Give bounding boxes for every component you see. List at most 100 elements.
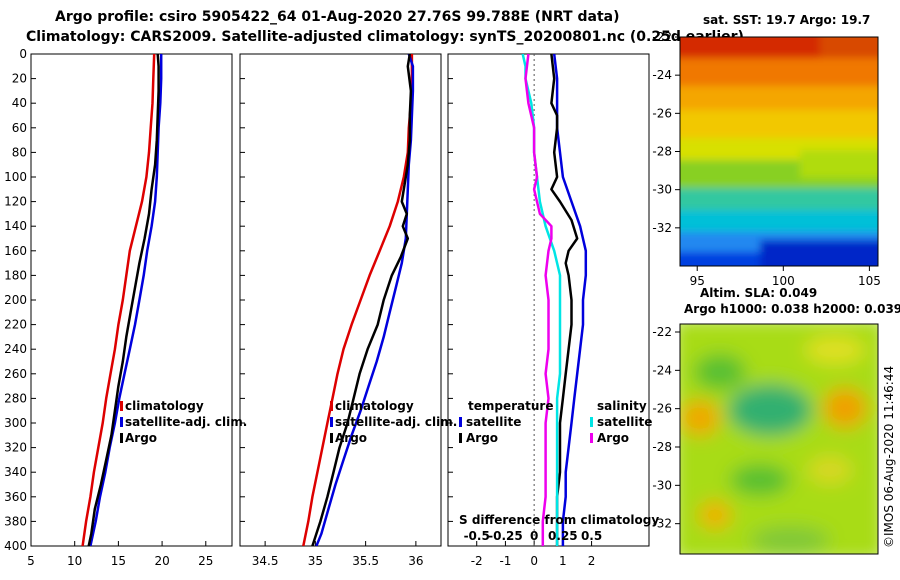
series-line-argo bbox=[87, 54, 160, 546]
map-y-tick-label: -30 bbox=[652, 183, 672, 197]
y-tick-label: 80 bbox=[12, 145, 27, 159]
map-y-tick-label: -28 bbox=[652, 145, 672, 159]
y-tick-label: 380 bbox=[4, 514, 27, 528]
x-tick-label: 0 bbox=[530, 554, 538, 568]
sla-map-axes: -22 -24 -26 -28 -30 -32 bbox=[652, 325, 680, 531]
map-y-tick-label: -26 bbox=[652, 106, 672, 120]
legend-label-temperature-satellite: satellite bbox=[466, 415, 521, 429]
map-y-tick-label: -24 bbox=[652, 68, 672, 82]
map-x-tick-label: 95 bbox=[690, 274, 705, 288]
legend-label-climatology: climatology bbox=[335, 399, 414, 413]
series-line-temperature-satellite bbox=[552, 54, 588, 546]
legend-label-temperature-argo: Argo bbox=[466, 431, 498, 445]
legend-swatch-climatology bbox=[330, 401, 333, 411]
legend-label-argo: Argo bbox=[125, 431, 157, 445]
temperature-panel-frame bbox=[30, 53, 233, 547]
y-tick-label: 160 bbox=[4, 244, 27, 258]
top-tick-label: 0.25 bbox=[548, 529, 578, 543]
legend-swatch-temperature-satellite bbox=[459, 417, 462, 427]
series-line-satellite bbox=[315, 54, 415, 546]
y-tick-label: 120 bbox=[4, 195, 27, 209]
y-tick-label: 320 bbox=[4, 441, 27, 455]
map-y-tick-label: -30 bbox=[652, 478, 672, 492]
x-tick-label: 35.5 bbox=[352, 554, 379, 568]
map-y-tick-label: -28 bbox=[652, 440, 672, 454]
series-line-climatology bbox=[302, 54, 414, 546]
temperature-plot: 0 20 40 60 80 100 120 140 160 180 200 220 240 260 280 3… bbox=[4, 47, 213, 568]
map-x-tick-label: 105 bbox=[858, 274, 881, 288]
sla-map-title-line2: Argo h1000: 0.038 h2000: 0.039 bbox=[684, 302, 900, 316]
series-line-salinity-satellite bbox=[521, 54, 562, 546]
y-tick-label: 40 bbox=[12, 96, 27, 110]
legend-label-climatology: climatology bbox=[125, 399, 204, 413]
map-y-tick-label: -22 bbox=[652, 325, 672, 339]
y-tick-label: 220 bbox=[4, 318, 27, 332]
y-tick-label: 300 bbox=[4, 416, 27, 430]
sla-map-image bbox=[680, 324, 878, 554]
legend-swatch-satellite bbox=[330, 417, 333, 427]
y-tick-label: 200 bbox=[4, 293, 27, 307]
sst-map-title: sat. SST: 19.7 Argo: 19.7 bbox=[703, 13, 870, 27]
salinity-difference-axis-label: S difference from climatology bbox=[459, 513, 659, 527]
map-x-tick-label: 100 bbox=[772, 274, 795, 288]
series-line-argo bbox=[311, 54, 413, 546]
x-tick-label: 2 bbox=[588, 554, 596, 568]
legend-swatch-climatology bbox=[120, 401, 123, 411]
series-line-salinity-argo bbox=[524, 54, 553, 546]
x-tick-label: 35 bbox=[308, 554, 323, 568]
x-tick-label: 5 bbox=[27, 554, 35, 568]
map-y-tick-label: -22 bbox=[652, 30, 672, 44]
legend-swatch-argo bbox=[120, 433, 123, 443]
top-tick-label: 0 bbox=[530, 529, 538, 543]
salinity-plot: 34.5 35 35.5 36 bbox=[240, 53, 424, 568]
legend-label-satellite: satellite-adj. clim. bbox=[125, 415, 247, 429]
y-tick-label: 240 bbox=[4, 342, 27, 356]
y-tick-label: 360 bbox=[4, 490, 27, 504]
y-tick-label: 100 bbox=[4, 170, 27, 184]
legend-swatch-argo bbox=[330, 433, 333, 443]
y-tick-label: 20 bbox=[12, 72, 27, 86]
temperature-legend: climatology satellite-adj. clim. Argo bbox=[120, 399, 247, 445]
sst-map-axes: -22 -24 -26 -28 -30 -32 95 100 105 bbox=[652, 30, 880, 288]
y-tick-label: 180 bbox=[4, 268, 27, 282]
sst-map-image bbox=[680, 37, 878, 266]
salinity-difference-ticks: -0.5-0.25 0 0.25 0.5 bbox=[464, 529, 603, 543]
legend-heading-temperature: temperature bbox=[468, 399, 553, 413]
top-tick-label: -0.5 bbox=[464, 529, 490, 543]
difference-plot: -2 -1 0 1 2 bbox=[448, 53, 596, 568]
salinity-legend: climatology satellite-adj. clim. Argo bbox=[330, 399, 457, 445]
credit-text: ©IMOS 06-Aug-2020 11:46:44 bbox=[882, 366, 896, 548]
legend-swatch-satellite bbox=[120, 417, 123, 427]
y-tick-label: 60 bbox=[12, 121, 27, 135]
figure-title-line1: Argo profile: csiro 5905422_64 01-Aug-20… bbox=[55, 9, 619, 25]
sla-map-title-line1: Altim. SLA: 0.049 bbox=[700, 286, 817, 300]
sla-map-frame bbox=[679, 323, 879, 555]
map-y-tick-label: -26 bbox=[652, 402, 672, 416]
series-line-satellite bbox=[89, 54, 163, 546]
legend-label-argo: Argo bbox=[335, 431, 367, 445]
x-tick-label: 10 bbox=[67, 554, 82, 568]
legend-swatch-temperature-argo bbox=[459, 433, 462, 443]
y-tick-label: 340 bbox=[4, 465, 27, 479]
y-tick-label: 280 bbox=[4, 391, 27, 405]
map-y-tick-label: -24 bbox=[652, 363, 672, 377]
y-tick-label: 260 bbox=[4, 367, 27, 381]
difference-legend: temperature satellite Argo salinity sate… bbox=[459, 399, 652, 445]
x-tick-label: -1 bbox=[499, 554, 511, 568]
x-tick-label: -2 bbox=[471, 554, 483, 568]
y-tick-label: 400 bbox=[4, 539, 27, 553]
legend-heading-salinity: salinity bbox=[597, 399, 647, 413]
x-tick-label: 1 bbox=[559, 554, 567, 568]
map-y-tick-label: -32 bbox=[652, 221, 672, 235]
legend-label-salinity-argo: Argo bbox=[597, 431, 629, 445]
legend-swatch-salinity-satellite bbox=[590, 417, 593, 427]
x-tick-label: 15 bbox=[111, 554, 126, 568]
top-tick-label: 0.5 bbox=[581, 529, 602, 543]
series-line-climatology bbox=[81, 54, 156, 546]
x-tick-label: 36 bbox=[408, 554, 423, 568]
legend-label-salinity-satellite: satellite bbox=[597, 415, 652, 429]
figure-title-line2: Climatology: CARS2009. Satellite-adjuste… bbox=[26, 29, 744, 45]
y-tick-label: 140 bbox=[4, 219, 27, 233]
legend-label-satellite: satellite-adj. clim. bbox=[335, 415, 457, 429]
